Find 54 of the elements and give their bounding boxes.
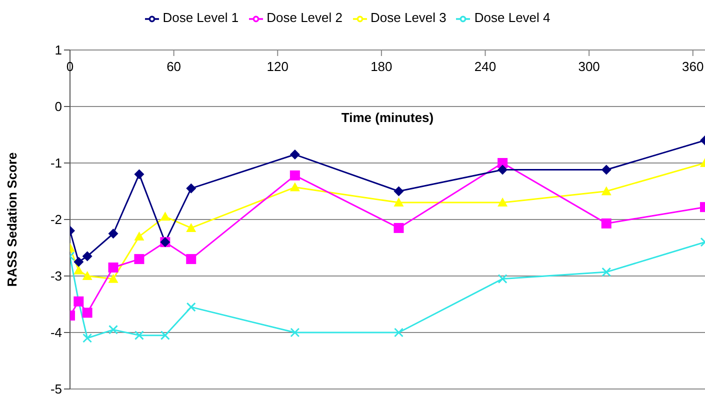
y-tick-label: 0 bbox=[54, 99, 62, 114]
point bbox=[74, 265, 84, 274]
y-tick-label: -4 bbox=[50, 325, 62, 340]
point bbox=[82, 308, 92, 318]
x-tick-label: 300 bbox=[578, 59, 600, 74]
legend-label: Dose Level 1 bbox=[162, 10, 239, 25]
point bbox=[394, 198, 404, 207]
point bbox=[186, 222, 196, 232]
point bbox=[186, 302, 196, 312]
point bbox=[498, 274, 508, 284]
x-axis-title: Time (minutes) bbox=[341, 110, 434, 125]
point bbox=[134, 254, 144, 264]
y-tick-label: 1 bbox=[54, 42, 62, 58]
point bbox=[160, 212, 170, 221]
point bbox=[601, 164, 612, 175]
point bbox=[134, 330, 144, 340]
point bbox=[394, 222, 404, 233]
legend-label: Dose Level 4 bbox=[474, 10, 550, 25]
x-tick-label: 120 bbox=[266, 59, 288, 74]
x-tick-label: 60 bbox=[166, 59, 182, 74]
point bbox=[82, 251, 92, 262]
point bbox=[498, 164, 508, 175]
point bbox=[108, 262, 118, 273]
point bbox=[108, 324, 118, 334]
point bbox=[602, 267, 612, 277]
point bbox=[601, 186, 612, 196]
point bbox=[74, 256, 84, 267]
point bbox=[290, 150, 300, 160]
x-tick-label: 180 bbox=[370, 59, 392, 74]
y-tick-label: -1 bbox=[50, 156, 62, 171]
y-tick-label: -2 bbox=[50, 212, 62, 228]
point bbox=[290, 328, 300, 338]
point bbox=[108, 274, 118, 283]
point bbox=[186, 254, 196, 264]
point bbox=[108, 228, 118, 239]
point bbox=[498, 198, 508, 207]
y-axis-title: RASS Sedation Score bbox=[4, 152, 20, 287]
x-tick-label: 240 bbox=[474, 59, 496, 74]
legend-label: Dose Level 2 bbox=[266, 10, 342, 25]
point bbox=[394, 328, 404, 338]
point bbox=[394, 186, 404, 196]
legend-label: Dose Level 3 bbox=[370, 10, 446, 25]
point bbox=[82, 333, 92, 343]
y-tick-label: -3 bbox=[50, 268, 62, 284]
y-tick-label: -5 bbox=[50, 382, 62, 397]
point bbox=[134, 169, 144, 180]
point bbox=[134, 231, 144, 240]
point bbox=[290, 170, 300, 180]
point bbox=[601, 218, 612, 228]
point bbox=[160, 330, 170, 340]
point bbox=[82, 271, 92, 280]
point bbox=[290, 182, 300, 192]
point bbox=[186, 183, 196, 194]
x-tick-label: 360 bbox=[682, 59, 704, 74]
